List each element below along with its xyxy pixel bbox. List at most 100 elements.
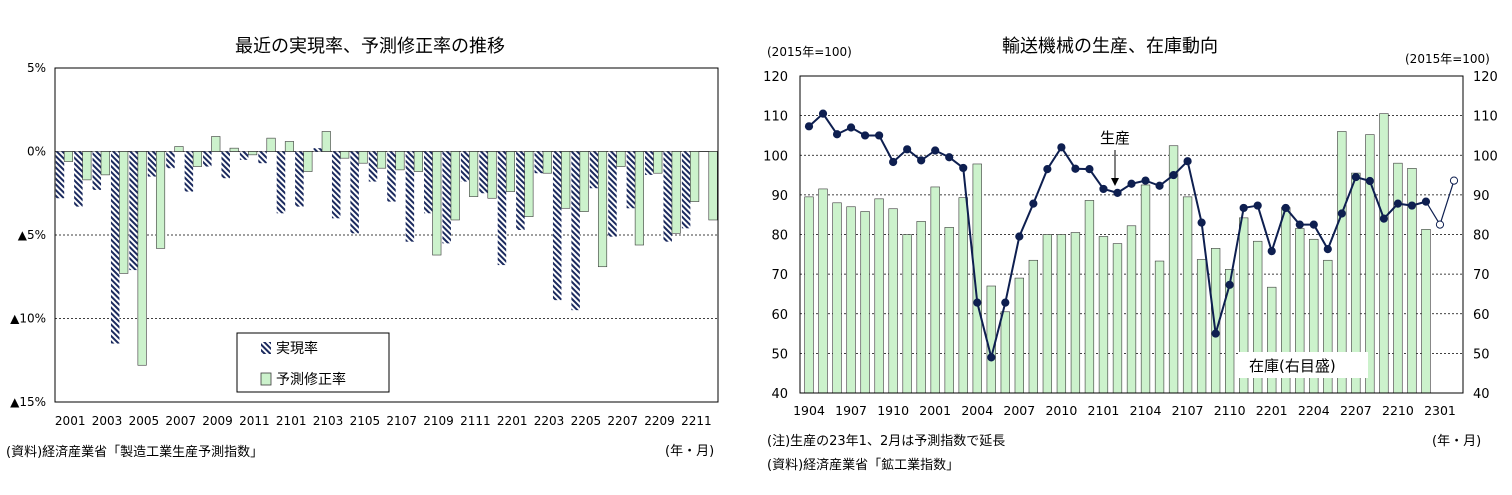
production-point (1043, 165, 1052, 174)
right-x-tick-label: 2201 (1256, 403, 1288, 418)
left-x-tick-label: 2203 (534, 414, 565, 428)
inventory-bar (1028, 259, 1038, 394)
production-point (1141, 176, 1150, 185)
right-x-tick-label: 2004 (961, 403, 993, 418)
production-point (1421, 197, 1431, 206)
production-point (1015, 232, 1024, 241)
realization-bar (166, 151, 175, 169)
production-point (1323, 245, 1332, 254)
production-point (973, 298, 982, 307)
production-point (846, 123, 856, 132)
right-x-tick-label: 2010 (1045, 403, 1077, 418)
left-chart: 最近の実現率、予測修正率の推移 5% 0% ▲5% ▲10% ▲15% 2001 2003… (6, 36, 719, 460)
realization-bar (442, 151, 451, 244)
production-point (889, 157, 898, 167)
production-forecast-point (1435, 220, 1445, 229)
revision-bar (395, 151, 405, 171)
production-point (1337, 209, 1346, 218)
revision-bar (82, 151, 92, 181)
revision-bar (100, 151, 110, 176)
production-point (917, 156, 926, 165)
revision-bar (671, 151, 681, 234)
realization-bar (608, 151, 617, 237)
production-point (1407, 201, 1417, 210)
right-y-tick-label-right: 100 (1473, 149, 1498, 164)
left-legend: 実現率 予測修正率 (236, 332, 390, 393)
right-y-tick-label-left: 40 (771, 387, 788, 402)
right-x-tick-label: 2207 (1340, 403, 1372, 418)
production-forecast-point (1449, 176, 1459, 185)
annotation-inventory: 在庫(右目盛) (1249, 357, 1336, 375)
right-source: (資料)経済産業省「鉱工業指数」 (767, 457, 959, 473)
left-chart-title: 最近の実現率、予測修正率の推移 (235, 36, 505, 57)
realization-bar (313, 148, 323, 152)
revision-bar (653, 151, 663, 174)
realization-bar (295, 151, 304, 207)
inventory-bar (916, 221, 926, 394)
production-point (1379, 214, 1388, 223)
realization-bar (681, 151, 691, 229)
realization-bar (239, 151, 249, 160)
production-point (931, 146, 940, 155)
right-y-tick-label-left: 50 (771, 347, 788, 362)
left-x-tick-label: 2205 (571, 414, 602, 428)
revision-bar (413, 151, 423, 172)
inventory-bar (832, 202, 842, 394)
production-point (1351, 172, 1360, 182)
realization-bar (276, 151, 286, 214)
inventory-bar (1042, 234, 1053, 394)
left-x-tick-label: 2101 (276, 414, 307, 428)
right-unit-right: (2015年=100) (1405, 52, 1490, 66)
realization-bar (129, 151, 138, 271)
inventory-bar (846, 206, 856, 394)
right-x-tick-label: 2001 (919, 403, 951, 418)
production-point (1085, 165, 1094, 174)
revision-bar (155, 151, 166, 249)
right-x-tick-label: 1910 (877, 403, 909, 418)
realization-bar (350, 151, 359, 234)
revision-bar (469, 151, 479, 197)
production-point (945, 153, 954, 162)
left-x-tick-label: 2001 (55, 414, 86, 428)
revision-bar (634, 151, 644, 246)
right-y-tick-label-left: 80 (771, 229, 788, 244)
inventory-bar (1084, 200, 1095, 394)
left-x-tick-label: 2211 (681, 414, 712, 428)
left-x-tick-label: 2007 (165, 414, 196, 428)
revision-bar (119, 151, 129, 274)
right-x-tick-label: 1904 (793, 403, 825, 418)
revision-bar (690, 151, 700, 202)
right-unit-label: (年・月) (1432, 434, 1481, 449)
legend-label-revision: 予測修正率 (276, 371, 346, 388)
inventory-bar (1421, 229, 1431, 394)
revision-bar (174, 146, 184, 152)
left-source: (資料)経済産業省「製造工業生産予測指数」 (6, 444, 263, 460)
inventory-bar (1393, 162, 1403, 394)
legend-swatch-revision (260, 372, 272, 386)
production-point (987, 353, 996, 362)
revision-bar (137, 151, 147, 366)
right-x-tick-label: 1907 (835, 403, 867, 418)
production-point (903, 145, 912, 154)
right-x-tick-label: 2104 (1130, 403, 1162, 418)
realization-bar (331, 151, 341, 219)
inventory-bar (874, 198, 884, 394)
realization-bar (110, 151, 120, 344)
production-forecast-line (1425, 180, 1455, 227)
right-x-tick-label: 2110 (1214, 403, 1246, 418)
production-point (1393, 199, 1403, 208)
realization-bar (405, 151, 415, 242)
inventory-bar (1000, 311, 1010, 394)
realization-bar (497, 151, 507, 266)
realization-bar (387, 151, 396, 202)
production-point (1281, 203, 1290, 213)
annotation-inventory-box (1238, 352, 1368, 378)
inventory-bar (1098, 236, 1109, 394)
inventory-bar (1168, 145, 1179, 394)
right-y-tick-label-left: 70 (771, 268, 788, 283)
revision-bar (266, 137, 276, 152)
realization-bar (460, 151, 470, 182)
annotation-arrowhead (1111, 178, 1119, 186)
left-x-tick-label: 2011 (239, 414, 270, 428)
